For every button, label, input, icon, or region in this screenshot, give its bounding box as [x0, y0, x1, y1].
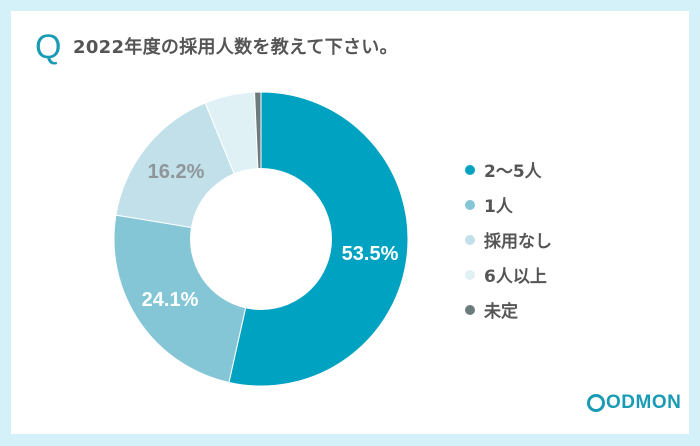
legend-dot-icon — [465, 164, 475, 175]
legend-dot-icon — [465, 269, 475, 280]
legend-item: 採用なし — [463, 222, 552, 257]
logo-face-icon — [587, 394, 605, 412]
label-none: 16.2% — [148, 161, 205, 183]
label-2-5: 53.5% — [342, 243, 399, 265]
chart-title: 2022年度の採用人数を教えて下さい。 — [73, 37, 398, 58]
legend-dot-icon — [465, 304, 475, 315]
codmon-logo: ODMON — [587, 392, 681, 414]
label-1: 24.1% — [142, 289, 199, 311]
legend-item: 1人 — [463, 187, 552, 222]
legend: 2〜5人 1人 採用なし 6人以上 未定 — [463, 152, 552, 327]
question-marker: Q — [35, 28, 62, 66]
donut-hole — [190, 168, 332, 310]
legend-item: 6人以上 — [463, 257, 552, 292]
legend-dot-icon — [465, 234, 475, 245]
legend-item: 2〜5人 — [463, 152, 552, 187]
legend-item: 未定 — [463, 292, 552, 327]
legend-dot-icon — [465, 199, 475, 210]
